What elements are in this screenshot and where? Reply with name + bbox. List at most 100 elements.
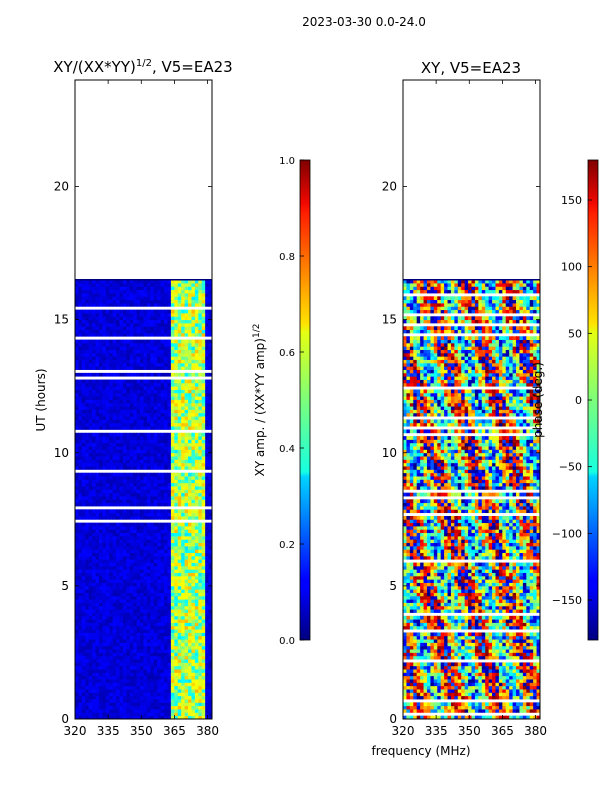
heatmap-cell [88,565,93,570]
heatmap-cell [122,352,127,357]
heatmap-cell [143,565,148,570]
heatmap-cell [105,589,110,593]
heatmap-cell [208,609,212,613]
heatmap-cell [194,609,199,613]
heatmap-cell [140,492,145,497]
heatmap-cell [105,705,110,710]
heatmap-cell [85,705,90,710]
heatmap-cell [81,346,86,350]
heatmap-cell [146,709,151,713]
heatmap-cell [88,496,93,500]
heatmap-cell [92,645,97,650]
heatmap-cell [140,695,145,700]
heatmap-cell [194,642,199,647]
heatmap-cell [98,559,103,563]
heatmap-cell [119,499,124,504]
heatmap-cell [160,489,165,494]
heatmap-cell [157,426,162,430]
heatmap-cell [184,419,189,424]
heatmap-cell [181,702,186,707]
heatmap-cell [136,635,141,640]
heatmap-cell [126,705,131,710]
heatmap-cell [88,462,93,467]
heatmap-cell [112,426,117,430]
heatmap-cell [174,679,179,683]
heatmap-cell [160,595,165,600]
heatmap-cell [194,409,199,414]
heatmap-cell [85,472,90,477]
heatmap-cell [136,569,141,573]
heatmap-cell [102,409,107,414]
heatmap-cell [98,452,103,457]
heatmap-cell [174,675,179,680]
heatmap-cell [81,422,86,427]
heatmap-cell [170,652,175,657]
heatmap-cell [78,482,83,487]
heatmap-cell [102,302,107,307]
heatmap-cell [170,342,175,347]
heatmap-cell [174,585,179,590]
heatmap-cell [143,459,148,464]
heatmap-cell [146,283,151,287]
heatmap-cell [95,389,100,394]
heatmap-cell [177,426,182,430]
heatmap-cell [112,316,117,321]
heatmap-cell [146,662,151,667]
heatmap-cell [150,529,155,534]
heatmap-cell [201,439,206,444]
heatmap-cell [150,479,155,484]
heatmap-cell [126,642,131,647]
heatmap-cell [181,452,186,457]
heatmap-cell [201,715,206,719]
heatmap-cell [167,492,172,497]
heatmap-cell [164,525,169,530]
heatmap-cell [194,329,199,334]
heatmap-cell [194,362,199,367]
heatmap-cell [78,525,83,530]
heatmap-cell [208,389,212,394]
heatmap-cell [143,332,148,337]
heatmap-cell [170,492,175,497]
heatmap-cell [143,409,148,414]
heatmap-cell [75,549,80,553]
heatmap-cell [140,459,145,464]
heatmap-cell [88,479,93,484]
heatmap-cell [129,322,134,327]
heatmap-cell [112,695,117,700]
heatmap-cell [95,402,100,407]
heatmap-cell [109,312,114,317]
heatmap-cell [153,522,158,527]
heatmap-cell [160,565,165,570]
heatmap-cell [146,459,151,464]
heatmap-cell [205,572,210,577]
heatmap-cell [184,635,189,640]
heatmap-cell [150,502,155,507]
heatmap-cell [177,362,182,367]
heatmap-cell [208,512,212,517]
heatmap-cell [95,605,100,610]
heatmap-cell [81,492,86,497]
heatmap-cell [201,496,206,500]
heatmap-cell [181,409,186,414]
heatmap-cell [184,529,189,534]
heatmap-cell [88,562,93,567]
heatmap-cell [129,672,134,677]
heatmap-cell [170,675,175,680]
heatmap-cell [164,512,169,517]
heatmap-cell [92,342,97,347]
heatmap-cell [177,569,182,573]
heatmap-cell [150,635,155,640]
heatmap-cell [201,672,206,677]
heatmap-cell [102,712,107,717]
heatmap-cell [78,302,83,307]
heatmap-cell [143,645,148,650]
heatmap-cell [98,702,103,707]
heatmap-cell [191,565,196,570]
heatmap-cell [208,575,212,580]
heatmap-cell [105,635,110,640]
heatmap-cell [198,615,203,620]
heatmap-cell [133,322,138,327]
heatmap-cell [112,585,117,590]
heatmap-cell [85,522,90,527]
heatmap-cell [92,399,97,404]
